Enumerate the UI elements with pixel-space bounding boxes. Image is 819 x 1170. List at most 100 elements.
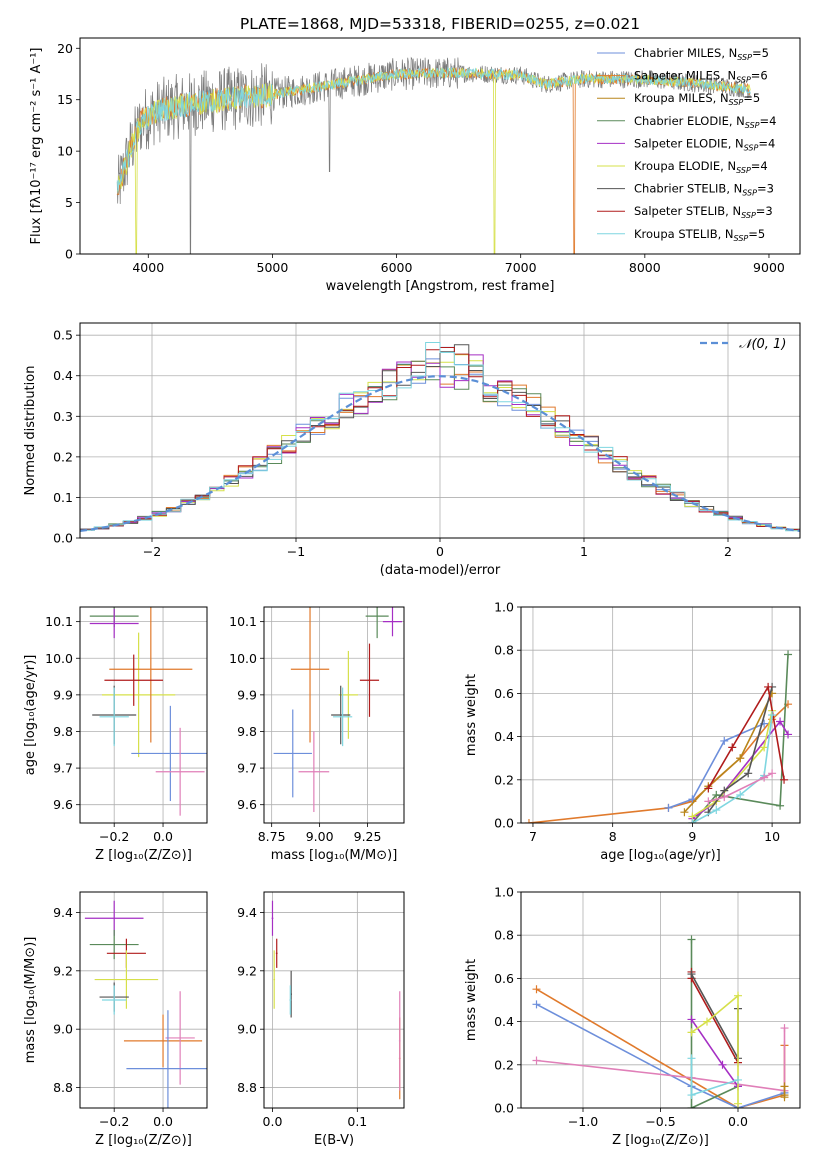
series-line bbox=[707, 684, 785, 789]
y-tick-label: 9.8 bbox=[53, 724, 73, 739]
series-marker bbox=[687, 1015, 696, 1024]
series-marker bbox=[734, 1099, 742, 1108]
legend-label-subscript: SSP bbox=[742, 189, 757, 198]
panel-mass-vs-Z: −0.2 0.0 8.8 9.0 9.2 9.4 Z [log₁₀(Z/Z⊙)] mass [… bbox=[23, 891, 208, 1148]
y-tick-label: 9.2 bbox=[237, 963, 257, 978]
legend-label-text: Kroupa MILES, N bbox=[634, 91, 729, 105]
observed-spectrum-line bbox=[116, 56, 751, 254]
plot-area bbox=[80, 342, 800, 532]
series-marker bbox=[680, 808, 689, 817]
legend-label-suffix: =3 bbox=[757, 182, 774, 196]
y-tick-label: 0.3 bbox=[53, 409, 73, 424]
series-marker bbox=[760, 773, 769, 782]
y-tick-label: 9.2 bbox=[53, 963, 73, 978]
series-marker bbox=[687, 1104, 696, 1108]
y-tick-label: 9.7 bbox=[53, 761, 73, 776]
x-tick-label: 9 bbox=[688, 829, 696, 844]
series-line bbox=[707, 686, 773, 813]
series-marker bbox=[687, 935, 696, 944]
y-tick-label: 8.8 bbox=[237, 1080, 257, 1095]
y-tick-label: 0.1 bbox=[53, 490, 73, 505]
x-tick-label: 10 bbox=[764, 829, 780, 844]
x-tick-label: 9.25 bbox=[354, 829, 382, 844]
plot-area bbox=[273, 607, 403, 813]
legend-label-text: Chabrier ELODIE, N bbox=[634, 114, 745, 128]
series-marker bbox=[776, 717, 785, 726]
x-tick-label: 0 bbox=[436, 544, 444, 559]
x-axis-label: Z [log₁₀(Z/Z⊙)] bbox=[612, 1133, 709, 1148]
series-marker bbox=[728, 743, 737, 752]
y-tick-label: 10 bbox=[57, 144, 73, 159]
legend-label: Chabrier STELIB, NSSP=3 bbox=[634, 182, 774, 198]
y-axis-label: mass weight bbox=[464, 674, 479, 756]
y-tick-label: 1.0 bbox=[494, 600, 514, 615]
y-tick-label: 0.0 bbox=[494, 816, 514, 831]
legend-label: Salpeter STELIB, NSSP=3 bbox=[634, 204, 773, 220]
legend-label-subscript: SSP bbox=[736, 166, 751, 175]
series-marker bbox=[687, 970, 696, 979]
y-tick-label: 0.2 bbox=[53, 449, 73, 464]
axes-frame bbox=[263, 891, 405, 1109]
y-axis-label: age [log₁₀(age/yr)] bbox=[23, 655, 38, 776]
series-marker bbox=[664, 803, 673, 812]
panel-age-vs-mass: 8.75 9.00 9.25 9.6 9.7 9.8 9.9 10.0 10.1 mass [lo… bbox=[229, 606, 405, 863]
legend-label-text: Salpeter ELODIE, N bbox=[634, 136, 744, 150]
x-tick-label: 8 bbox=[609, 829, 617, 844]
legend-label-suffix: =6 bbox=[751, 69, 768, 83]
y-tick-label: 10.0 bbox=[45, 651, 73, 666]
series-marker bbox=[780, 775, 789, 784]
y-tick-label: 9.4 bbox=[53, 905, 73, 920]
x-tick-label: 0.0 bbox=[728, 1114, 748, 1129]
y-tick-label: 9.4 bbox=[237, 905, 257, 920]
series-marker bbox=[780, 1082, 789, 1091]
series-marker bbox=[734, 1075, 742, 1084]
legend-label-text: Salpeter MILES, N bbox=[634, 69, 736, 83]
legend-label-suffix: =5 bbox=[748, 227, 765, 241]
panel-mass-vs-EBV: 0.0 0.1 8.8 9.0 9.2 9.4 E(B-V) bbox=[237, 891, 405, 1148]
x-tick-label: 9000 bbox=[753, 260, 785, 275]
series-marker bbox=[532, 985, 541, 994]
panel-spectrum: 4000 5000 6000 7000 8000 9000 0 5 10 15 20 waveleng… bbox=[29, 37, 801, 294]
x-tick-label: −0.2 bbox=[99, 1114, 129, 1129]
legend-label: Chabrier ELODIE, NSSP=4 bbox=[634, 114, 776, 130]
x-tick-label: 0.0 bbox=[263, 1114, 283, 1129]
series-marker bbox=[532, 1000, 541, 1009]
x-tick-label: 5000 bbox=[257, 260, 289, 275]
x-tick-label: −1.0 bbox=[568, 1114, 598, 1129]
y-tick-label: 0.2 bbox=[494, 772, 514, 787]
series-marker bbox=[712, 806, 721, 815]
y-tick-label: 0.4 bbox=[53, 368, 73, 383]
y-tick-label: 9.6 bbox=[237, 797, 257, 812]
panel-mass-weight-vs-Z: −1.0 −0.5 0.0 0.0 0.2 0.4 0.6 0.8 1.0 Z [log₁₀(Z/… bbox=[464, 885, 801, 1148]
x-tick-label: 8.75 bbox=[258, 829, 286, 844]
y-axis-label: mass weight bbox=[464, 959, 479, 1041]
x-tick-label: 0.1 bbox=[347, 1114, 367, 1129]
legend-label-subscript: SSP bbox=[744, 143, 759, 152]
axes-frame bbox=[79, 891, 208, 1109]
series-line bbox=[708, 772, 773, 803]
panel-mass-weight-vs-age: 7 8 9 10 0.0 0.2 0.4 0.6 0.8 1.0 age [log₁₀(age/yr… bbox=[464, 600, 801, 863]
panel-age-vs-Z: −0.2 0.0 9.6 9.7 9.8 9.9 10.0 10.1 Z [log₁₀(Z/Z⊙… bbox=[23, 606, 208, 863]
y-tick-label: 15 bbox=[57, 92, 73, 107]
x-axis-label: mass [log₁₀(M/M⊙)] bbox=[271, 848, 398, 863]
series-marker bbox=[780, 1024, 789, 1033]
series-line bbox=[690, 1018, 739, 1087]
plot-area bbox=[89, 607, 207, 816]
x-tick-label: 6000 bbox=[381, 260, 413, 275]
x-tick-label: 7000 bbox=[505, 260, 537, 275]
y-tick-label: 0.6 bbox=[494, 686, 514, 701]
legend-label-text: Chabrier STELIB, N bbox=[634, 182, 742, 196]
legend-label: Kroupa STELIB, NSSP=5 bbox=[634, 227, 765, 243]
legend-label-text: Kroupa STELIB, N bbox=[634, 227, 734, 241]
series-marker bbox=[780, 1093, 789, 1102]
axes-frame bbox=[520, 606, 801, 824]
y-tick-label: 0.0 bbox=[53, 531, 73, 546]
series-marker bbox=[744, 769, 753, 778]
y-tick-label: 20 bbox=[57, 41, 73, 56]
plot-layer: 4000 5000 6000 7000 8000 900005101520waveleng… bbox=[23, 37, 801, 1148]
y-tick-label: 10.1 bbox=[45, 614, 73, 629]
x-axis-label: wavelength [Angstrom, rest frame] bbox=[326, 279, 555, 294]
legend-label: 𝒩(0, 1) bbox=[739, 337, 786, 352]
x-axis-label: (data-model)/error bbox=[380, 563, 501, 578]
y-tick-label: 10.1 bbox=[229, 614, 257, 629]
